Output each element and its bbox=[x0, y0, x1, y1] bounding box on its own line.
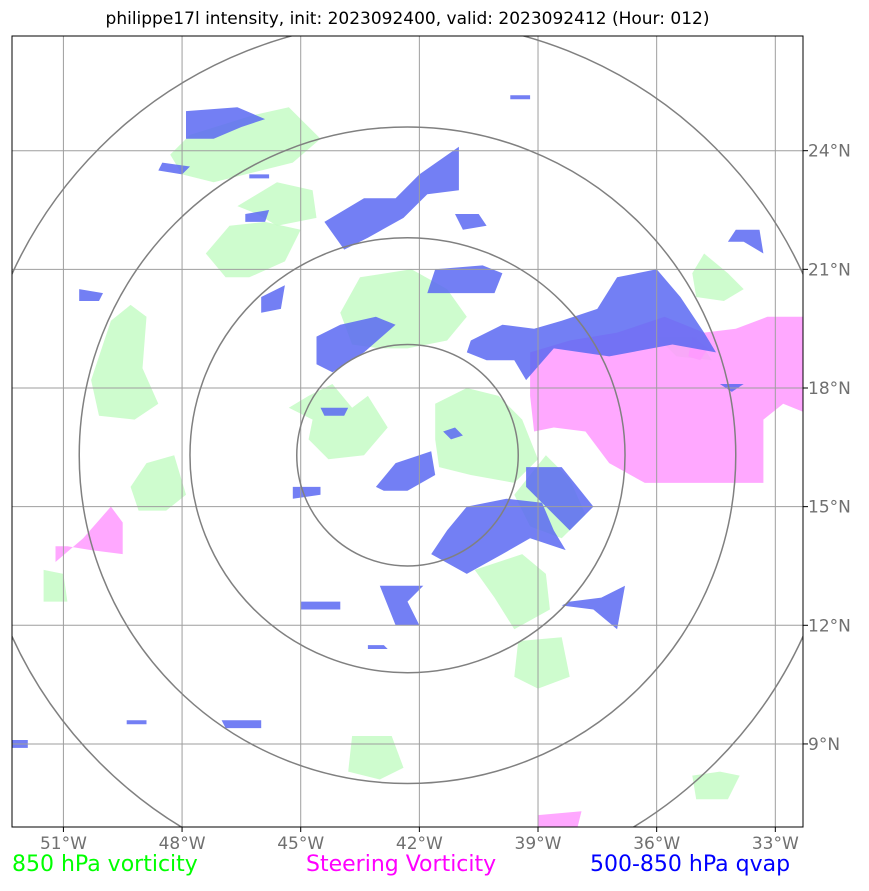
500-850-hpa-qvap-region-19 bbox=[727, 229, 764, 254]
500-850-hpa-qvap-region-2 bbox=[324, 146, 459, 250]
gridlines bbox=[12, 36, 803, 827]
850-hpa-vorticity-region-11 bbox=[348, 736, 404, 780]
500-850-hpa-qvap-region-7 bbox=[455, 214, 487, 230]
y-tick-label-0: 9°N bbox=[808, 735, 840, 755]
axes-frame bbox=[11, 35, 804, 828]
850-hpa-vorticity-region-1 bbox=[205, 221, 301, 278]
y-tick-label-2: 15°N bbox=[808, 498, 851, 518]
axis-ticks: 51°W 48°W 45°W 42°W 39°W 36°W 33°W 9°N 12°N 15°N 1… bbox=[40, 142, 851, 854]
500-850-hpa-qvap-region-5 bbox=[261, 285, 285, 313]
x-tick-label-4: 39°W bbox=[515, 834, 562, 854]
850-hpa-vorticity-region-5 bbox=[288, 384, 388, 460]
850-hpa-vorticity-region-10 bbox=[514, 637, 570, 689]
x-tick-label-3: 42°W bbox=[396, 834, 443, 854]
500-850-hpa-qvap-region-0 bbox=[186, 107, 266, 139]
500-850-hpa-qvap-region-21 bbox=[79, 289, 103, 301]
850-hpa-vorticity-region-13 bbox=[692, 771, 740, 800]
500-850-hpa-qvap-region-4 bbox=[316, 316, 396, 373]
500-850-hpa-qvap-region-3 bbox=[427, 265, 503, 294]
500-850-hpa-qvap-region-14 bbox=[379, 585, 424, 626]
850-hpa-vorticity-region-12 bbox=[692, 253, 744, 301]
500-850-hpa-qvap-region-16 bbox=[561, 585, 625, 630]
x-tick-label-6: 33°W bbox=[752, 834, 799, 854]
500-850-hpa-qvap-region-11 bbox=[292, 486, 321, 499]
500-850-hpa-qvap-region-15 bbox=[300, 601, 341, 610]
500-850-hpa-qvap-region-22 bbox=[221, 720, 262, 729]
500-850-hpa-qvap-region-9 bbox=[431, 498, 566, 574]
500-850-hpa-qvap-region-8 bbox=[526, 467, 594, 531]
850-hpa-vorticity-region-9 bbox=[474, 554, 550, 630]
500-850-hpa-qvap-region-13 bbox=[443, 427, 463, 440]
850-hpa-vorticity-region-3 bbox=[91, 304, 159, 420]
500-850-hpa-qvap-region-6 bbox=[466, 269, 716, 381]
range-rings bbox=[12, 36, 803, 827]
legend-steering-vorticity: Steering Vorticity bbox=[306, 852, 497, 877]
range-ring-0 bbox=[296, 343, 519, 567]
850-hpa-vorticity-region-14 bbox=[43, 569, 68, 602]
steering-vorticity-region-2 bbox=[538, 811, 582, 827]
500-850-hpa-qvap-region-10 bbox=[375, 451, 436, 491]
x-tick-label-2: 45°W bbox=[277, 834, 324, 854]
500-850-hpa-qvap-region-23 bbox=[126, 720, 147, 725]
y-tick-label-1: 12°N bbox=[808, 616, 851, 636]
850-hpa-vorticity-region-2 bbox=[237, 182, 317, 226]
x-tick-label-5: 36°W bbox=[633, 834, 680, 854]
range-ring-2 bbox=[78, 126, 737, 785]
legend-850-hpa-vorticity: 850 hPa vorticity bbox=[12, 852, 198, 877]
field-layer bbox=[12, 95, 803, 827]
850-hpa-vorticity-region-0 bbox=[170, 107, 321, 183]
chart-title: philippe17l intensity, init: 2023092400,… bbox=[105, 9, 710, 29]
500-850-hpa-qvap-region-25 bbox=[510, 95, 531, 100]
500-850-hpa-qvap-region-18 bbox=[245, 210, 270, 222]
x-tick-label-0: 51°W bbox=[40, 834, 87, 854]
850-hpa-vorticity-region-4 bbox=[130, 455, 186, 511]
500-850-hpa-qvap-region-12 bbox=[320, 407, 349, 416]
500-850-hpa-qvap-region-26 bbox=[249, 174, 270, 179]
range-ring-1 bbox=[189, 236, 626, 674]
x-tick-label-1: 48°W bbox=[159, 834, 206, 854]
y-tick-label-3: 18°N bbox=[808, 379, 851, 399]
y-tick-label-5: 24°N bbox=[808, 142, 851, 162]
850-hpa-vorticity-region-7 bbox=[435, 388, 538, 483]
legend-500-850-hpa-qvap: 500-850 hPa qvap bbox=[590, 852, 791, 877]
500-850-hpa-qvap-region-17 bbox=[367, 645, 388, 649]
y-tick-label-4: 21°N bbox=[808, 260, 851, 280]
